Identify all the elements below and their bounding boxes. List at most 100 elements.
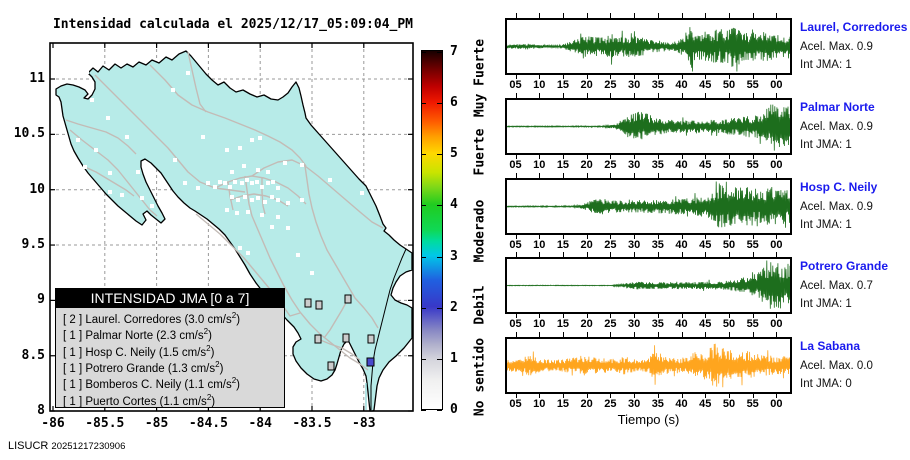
time-tickmark [776,332,778,338]
station-marker [276,186,280,190]
legend-entry: [ 2 ] Laurel. Corredores (3.0 cm/s2) [63,311,241,326]
time-tick-label: 40 [675,238,688,251]
station-marker [328,178,332,182]
time-tickmark [752,13,754,18]
footer-brand: LISUCR [8,440,49,452]
trace-int-jma: Int JMA: 1 [800,298,852,311]
time-tickmark [515,332,517,338]
waveform-trace [506,27,791,72]
station-marker [206,181,210,185]
time-tick-label: 40 [675,318,688,331]
time-tickmark [515,75,517,79]
time-tickmark [562,252,564,258]
time-tickmark [539,332,541,338]
time-tick-label: 55 [746,238,759,251]
time-tick-label: 05 [509,79,522,91]
time-tickmark [610,13,612,18]
colorbar-tick-label: 6 [450,95,458,111]
station-marker [271,180,275,184]
time-tickmark [634,314,636,319]
colorbar-tickmark [437,103,442,105]
station-marker [246,251,250,255]
station-marker [235,211,239,215]
trace-box-4 [505,257,792,315]
time-tickmark [539,252,541,258]
time-tick-label: 55 [746,398,759,411]
time-tick-label: 25 [604,238,617,251]
time-tickmark [681,394,683,399]
trace-caption: Laurel, Corredores Acel. Max. 0.9 Int JMA:… [800,20,910,71]
time-tickmark [728,252,730,258]
colorbar-tickmark [437,358,442,360]
time-tickmark [657,252,659,258]
station-marker [85,70,89,74]
waveform-plot [506,181,791,228]
colorbar-tickmark [437,256,442,258]
footer-watermark: LISUCR 20251217230906 [8,440,125,452]
station-marker [246,210,250,214]
station-marker [223,181,227,185]
time-tickmark [562,13,564,18]
time-tick-label: 55 [746,318,759,331]
map-y-tick-label: 8 [37,403,45,418]
trace-station-name: Potrero Grande [800,259,889,274]
time-tickmark [776,234,778,239]
map-x-tick-label: -84.5 [188,416,228,431]
station-marker [255,180,259,184]
station-marker [230,195,234,199]
time-tickmark [610,92,612,98]
colorbar-tickmark [421,256,426,258]
time-tickmark [539,314,541,319]
time-tick-label: 10 [533,79,546,91]
trace-station-name: Palmar Norte [800,99,875,114]
trace-station-name: La Sabana [800,339,861,354]
time-tick-label: 45 [699,398,712,411]
colorbar-tickmark [437,410,442,411]
time-tickmark [539,154,541,159]
trace-accel-max: Acel. Max. 0.9 [800,41,873,53]
time-tickmark [562,394,564,399]
time-tick-label: 15 [556,318,570,331]
felt-station-marker [314,334,322,344]
time-tick-label: 45 [699,238,712,251]
time-tick-label: 15 [556,238,570,251]
time-tickmark [752,154,754,159]
time-tickmark [634,13,636,18]
trace-caption: La Sabana Acel. Max. 0.0 Int JMA: 0 [800,339,910,390]
time-tickmark [586,154,588,159]
road-line [214,175,307,205]
map-x-tick-label: -86 [41,416,65,431]
station-marker [90,98,94,102]
time-tickmark [610,332,612,338]
time-tickmark [728,394,730,399]
colorbar-tickmark [421,205,426,207]
time-tickmark [562,75,564,79]
colorbar-category-label: Muy Fuerte [472,38,488,117]
time-tick-label: 50 [722,79,736,91]
road-line [84,166,135,197]
station-marker [263,200,267,204]
time-tick-label: 15 [556,158,570,171]
time-tick-label: 10 [533,238,546,251]
time-tickmark [705,92,707,98]
station-marker [173,158,177,162]
station-marker [266,181,270,185]
time-tickmark [728,314,730,319]
map-y-tick-label: 9.5 [21,237,45,253]
time-tickmark [634,172,636,178]
legend-entry: [ 1 ] Palmar Norte (2.3 cm/s2) [63,327,212,343]
time-tick-label: 05 [509,318,522,331]
road-line [304,165,379,329]
station-marker [296,253,300,257]
time-tickmark [515,92,517,98]
station-marker [250,138,254,142]
time-tick-label: 00 [770,238,783,251]
time-tickmark [634,75,636,79]
station-marker [270,225,274,229]
colorbar-category-label: No sentido [472,337,488,416]
felt-station-marker [342,333,350,343]
colorbar-tickmark [421,103,426,105]
station-marker [270,195,274,199]
time-tick-label: 10 [533,158,546,171]
time-tickmark [681,172,683,178]
